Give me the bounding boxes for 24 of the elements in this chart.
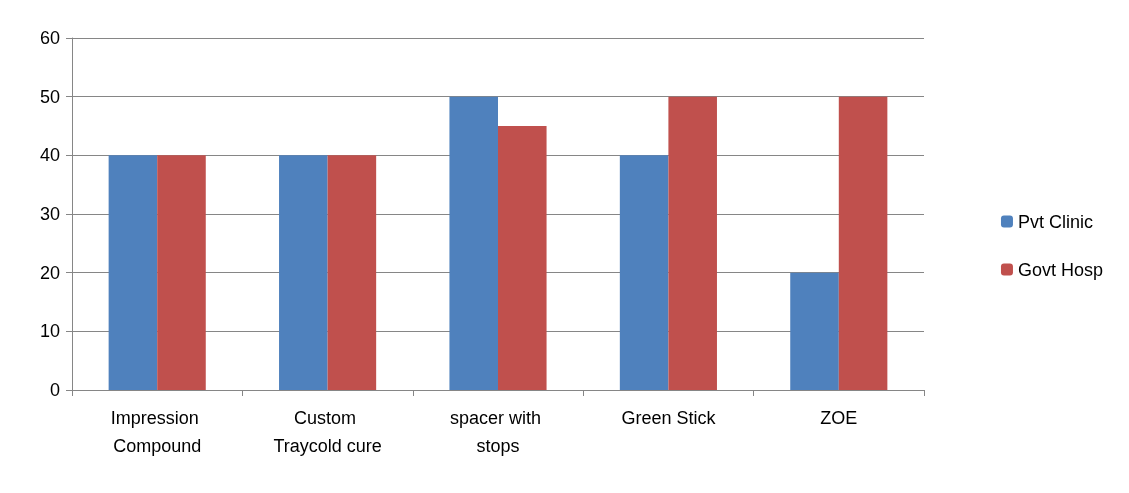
- bar: [157, 155, 206, 390]
- bar: [619, 155, 669, 390]
- legend-label: Pvt Clinic: [1017, 211, 1093, 232]
- x-tick-label: Green Stick: [621, 408, 717, 428]
- bar: [838, 96, 888, 390]
- y-tick-label: 20: [39, 262, 60, 283]
- y-tick-label: 0: [49, 380, 60, 400]
- bar: [498, 126, 547, 390]
- bar: [790, 272, 839, 390]
- x-tick-label: Custom Traycold cure: [273, 408, 382, 456]
- y-tick-label: 40: [39, 145, 60, 166]
- x-tick-label: spacer with stops: [449, 408, 547, 456]
- x-tick-label: Impression Compound: [110, 408, 204, 456]
- y-tick-label: 10: [39, 321, 60, 342]
- bar: [279, 155, 328, 390]
- y-tick-label: 30: [39, 204, 60, 224]
- bar: [108, 155, 158, 390]
- y-tick-label: 60: [39, 28, 60, 48]
- bar: [449, 96, 498, 390]
- bar: [327, 155, 377, 390]
- legend-label: Govt Hosp: [1017, 259, 1104, 280]
- bar: [668, 96, 717, 390]
- x-tick-label: ZOE: [820, 408, 858, 428]
- y-tick-label: 50: [39, 86, 60, 107]
